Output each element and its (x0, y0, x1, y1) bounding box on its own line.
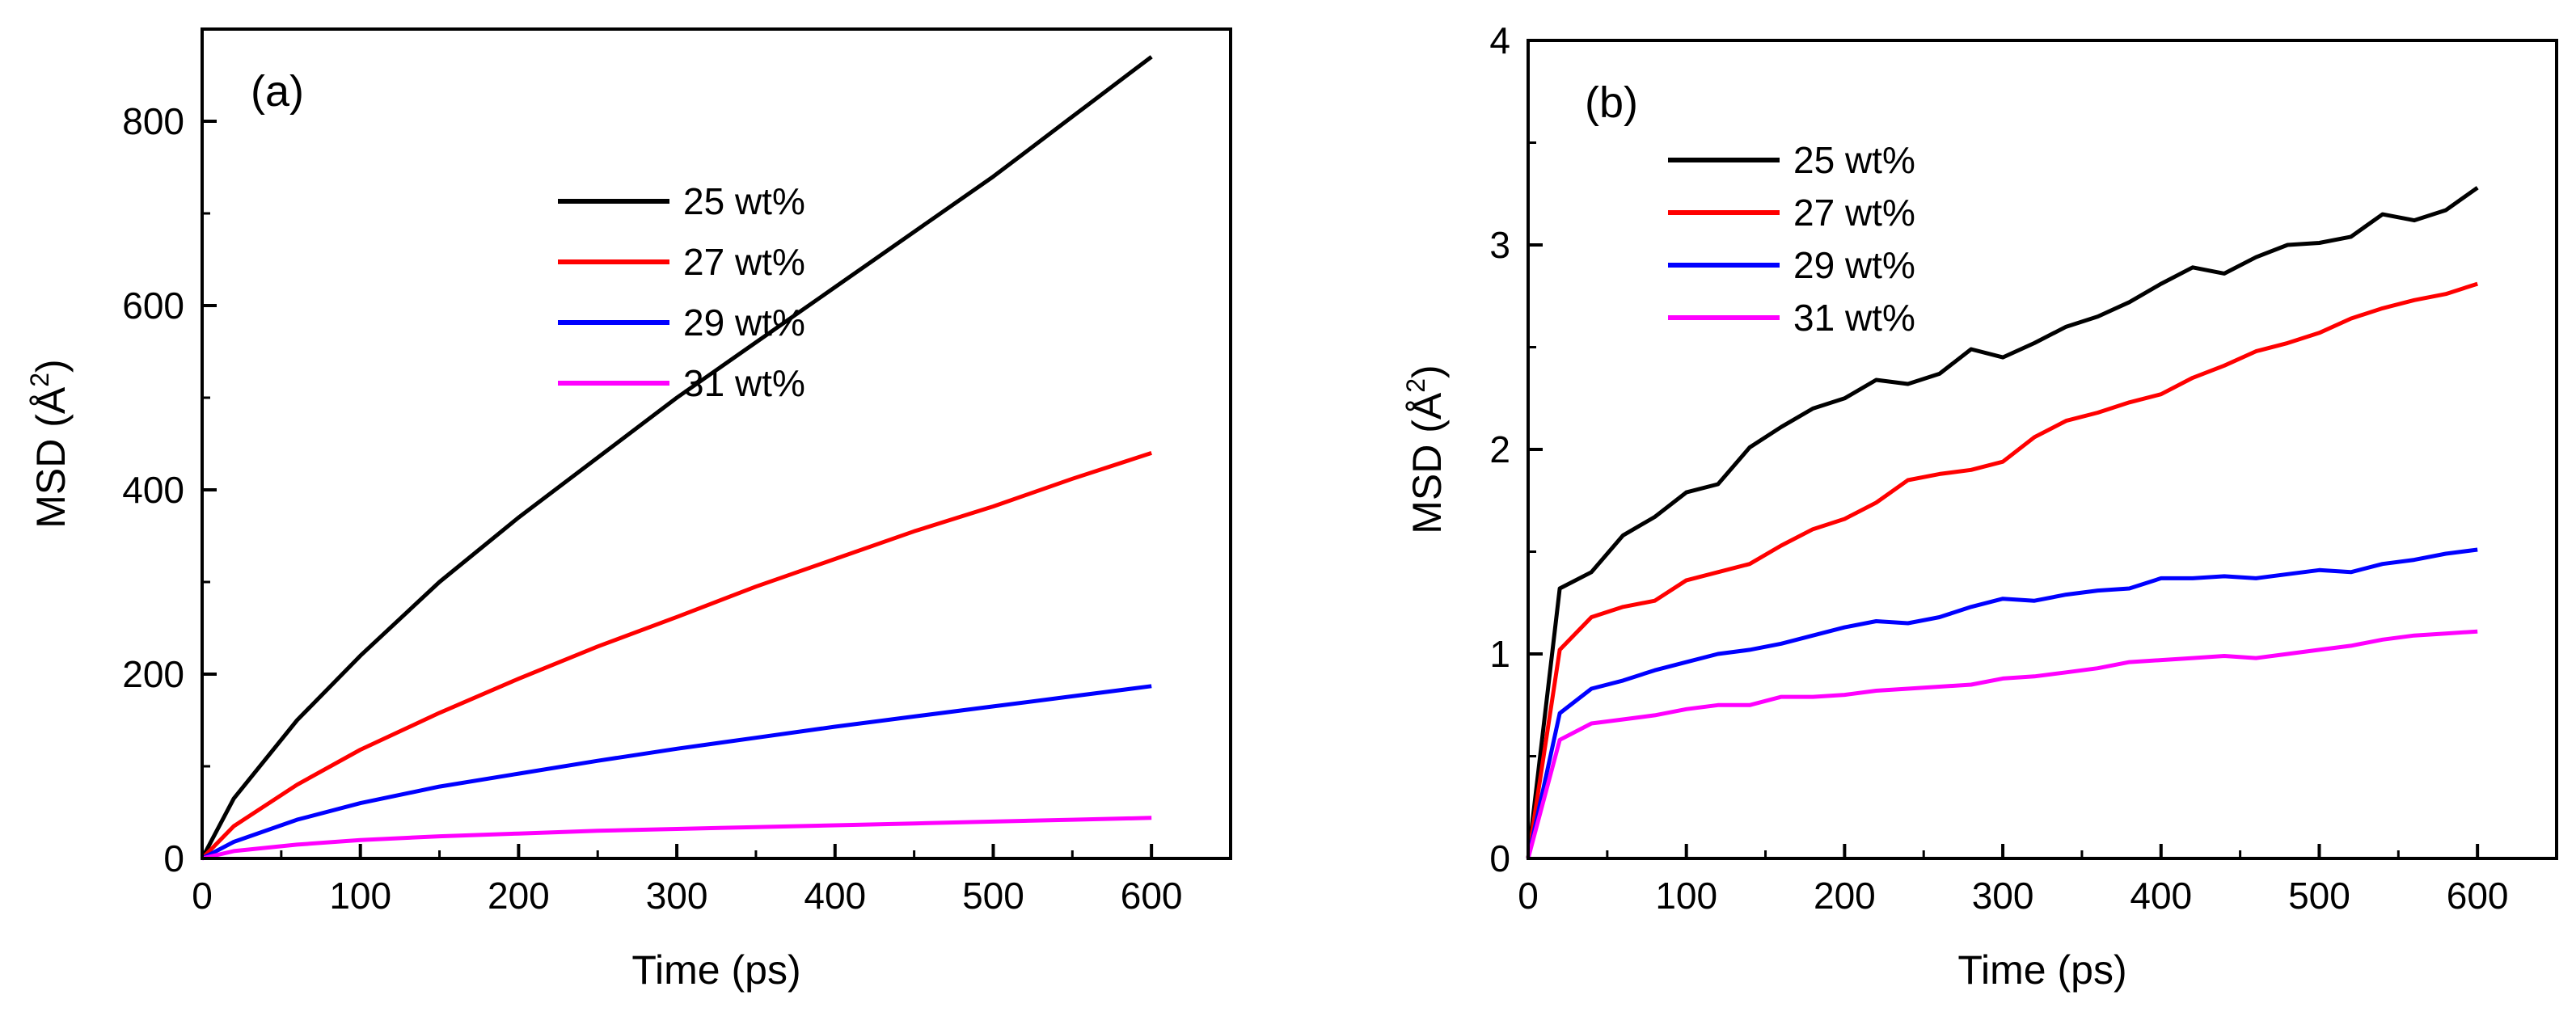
panel-label: (a) (251, 67, 304, 116)
x-tick-label: 300 (646, 875, 708, 917)
y-tick-label: 1 (1489, 633, 1510, 675)
y-axis-label: MSD (Å2) (25, 359, 74, 528)
x-tick-label: 0 (192, 875, 213, 917)
series-line-31wt (1526, 629, 2478, 859)
plot-frame (201, 27, 1232, 860)
panel-label: (b) (1585, 78, 1638, 127)
x-axis-label: Time (ps) (1957, 947, 2126, 993)
series-line-31wt (201, 816, 1152, 861)
y-tick-label: 2 (1489, 428, 1510, 470)
legend-label: 29 wt% (1793, 244, 1915, 286)
x-tick-label: 200 (1814, 875, 1876, 917)
x-tick-label: 100 (329, 875, 391, 917)
legend-label: 27 wt% (1793, 192, 1915, 234)
series-line-27wt (201, 451, 1152, 860)
y-axis-label: MSD (Å2) (1401, 365, 1450, 533)
y-axis-label-main: MSD (Å (1404, 392, 1450, 534)
y-tick-label: 200 (122, 653, 184, 695)
y-tick-label: 600 (122, 285, 184, 327)
y-tick-label: 0 (1489, 837, 1510, 879)
legend-label: 31 wt% (1793, 297, 1915, 339)
legend-label: 29 wt% (683, 302, 805, 344)
x-tick-label: 400 (804, 875, 866, 917)
y-tick-label: 800 (122, 100, 184, 142)
series-line-27wt (1526, 281, 2478, 859)
series-line-29wt (201, 684, 1152, 861)
y-axis-label-superscript: 2 (25, 373, 54, 387)
y-tick-label: 0 (163, 837, 184, 879)
x-tick-label: 600 (1121, 875, 1183, 917)
y-tick-label: 3 (1489, 224, 1510, 266)
series-line-25wt (1526, 186, 2479, 859)
series-line-29wt (1526, 547, 2478, 859)
y-axis-label-main: MSD (Å (28, 386, 74, 529)
legend-label: 31 wt% (683, 362, 805, 404)
y-tick-label: 4 (1489, 19, 1510, 61)
x-tick-label: 0 (1518, 875, 1539, 917)
chart-panel-1: 0 100 200 300 400 500 600 0 200 400 600 800 Time (ps… (25, 27, 1232, 993)
y-tick-label: 400 (122, 469, 184, 511)
x-axis-label: Time (ps) (631, 947, 800, 993)
x-tick-label: 600 (2447, 875, 2509, 917)
x-tick-label: 200 (488, 875, 550, 917)
x-tick-label: 100 (1655, 875, 1717, 917)
legend-label: 27 wt% (683, 241, 805, 283)
y-axis-label-superscript: 2 (1401, 378, 1430, 393)
x-tick-label: 500 (962, 875, 1024, 917)
x-tick-label: 400 (2130, 875, 2192, 917)
x-tick-label: 500 (2288, 875, 2350, 917)
x-tick-label: 300 (1972, 875, 2034, 917)
y-axis-label-close: ) (1404, 365, 1450, 378)
legend-label: 25 wt% (683, 180, 805, 222)
plot-frame (1527, 39, 2558, 860)
legend-label: 25 wt% (1793, 139, 1915, 181)
y-axis-label-close: ) (28, 359, 74, 373)
series-line-25wt (200, 55, 1153, 860)
